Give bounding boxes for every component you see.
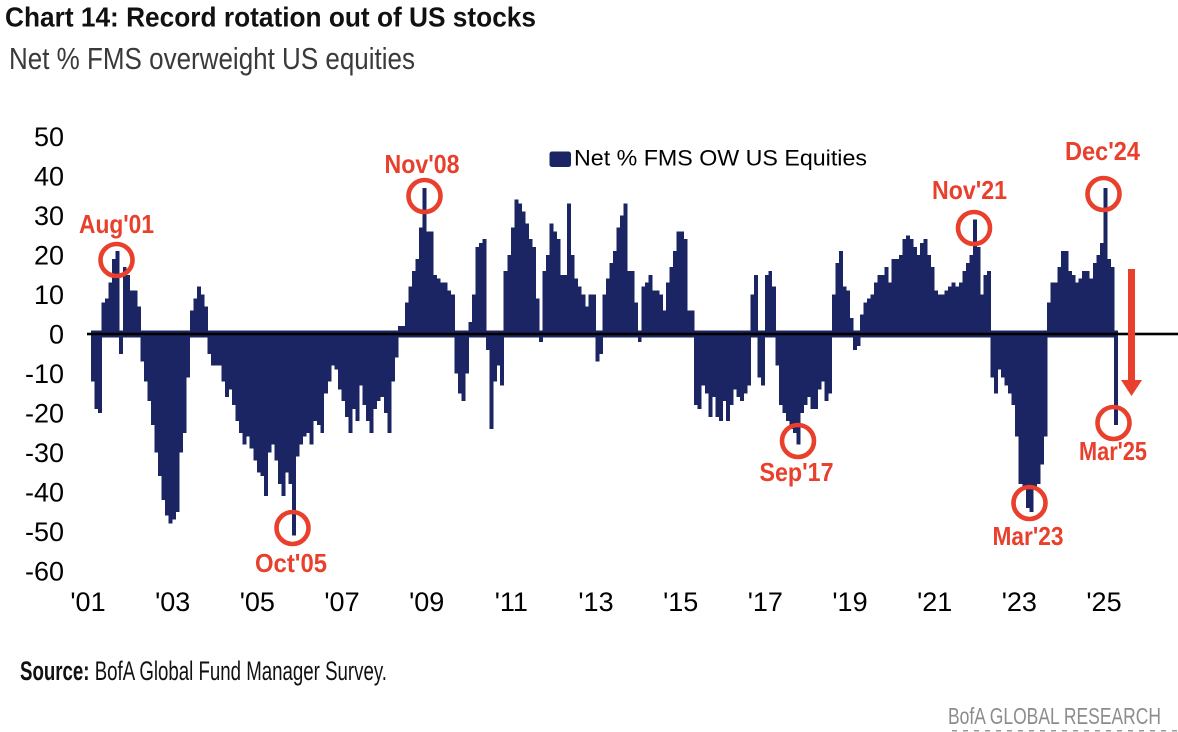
svg-text:-50: -50 — [25, 517, 64, 547]
svg-text:Source: BofA Global Fund Manag: Source: BofA Global Fund Manager Survey. — [20, 656, 387, 686]
svg-text:Mar'25: Mar'25 — [1079, 436, 1147, 466]
svg-text:'07: '07 — [324, 587, 359, 617]
svg-text:'13: '13 — [578, 587, 613, 617]
svg-text:0: 0 — [49, 320, 64, 350]
svg-text:20: 20 — [34, 241, 64, 271]
svg-text:Net % FMS OW US Equities: Net % FMS OW US Equities — [574, 146, 867, 171]
svg-text:'03: '03 — [155, 587, 190, 617]
svg-text:'09: '09 — [409, 587, 444, 617]
svg-text:Chart 14: Record rotation out: Chart 14: Record rotation out of US stoc… — [5, 2, 536, 33]
svg-text:50: 50 — [34, 122, 64, 152]
svg-text:'23: '23 — [1002, 587, 1037, 617]
svg-text:BofA GLOBAL RESEARCH: BofA GLOBAL RESEARCH — [948, 703, 1161, 729]
svg-text:-30: -30 — [25, 438, 64, 468]
svg-text:-10: -10 — [25, 359, 64, 389]
svg-text:'17: '17 — [748, 587, 783, 617]
svg-text:'11: '11 — [495, 587, 528, 617]
svg-text:Nov'21: Nov'21 — [932, 175, 1007, 205]
svg-text:'15: '15 — [663, 587, 698, 617]
svg-text:'25: '25 — [1086, 587, 1121, 617]
svg-text:'05: '05 — [240, 587, 275, 617]
svg-text:-40: -40 — [25, 478, 64, 508]
svg-text:-20: -20 — [25, 399, 64, 429]
svg-text:10: 10 — [34, 280, 64, 310]
svg-text:-60: -60 — [25, 557, 64, 587]
svg-text:Net % FMS overweight US equiti: Net % FMS overweight US equities — [9, 41, 415, 76]
svg-text:Nov'08: Nov'08 — [385, 149, 460, 179]
svg-text:30: 30 — [34, 201, 64, 231]
svg-text:Sep'17: Sep'17 — [760, 457, 834, 487]
svg-text:Mar'23: Mar'23 — [993, 521, 1064, 551]
svg-text:40: 40 — [34, 162, 64, 192]
svg-text:'01: '01 — [70, 587, 105, 617]
svg-text:'19: '19 — [832, 587, 867, 617]
svg-text:Aug'01: Aug'01 — [79, 209, 154, 239]
svg-text:Oct'05: Oct'05 — [255, 548, 327, 578]
svg-text:'21: '21 — [917, 587, 952, 617]
svg-text:Dec'24: Dec'24 — [1065, 136, 1140, 166]
